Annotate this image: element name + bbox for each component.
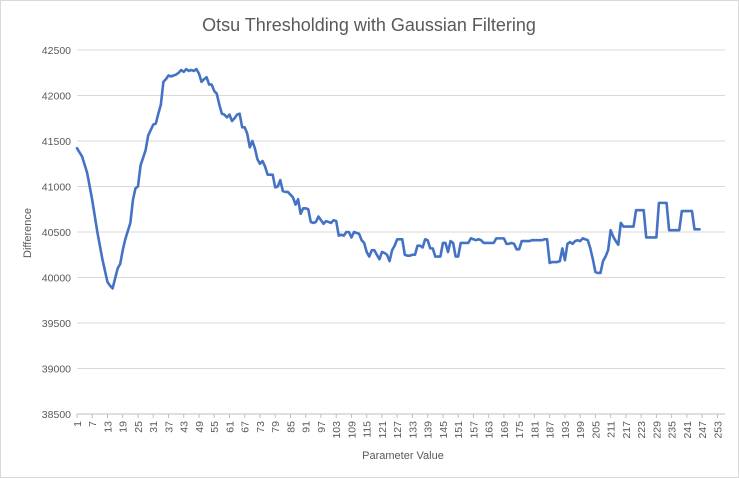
chart-title: Otsu Thresholding with Gaussian Filterin…	[202, 15, 536, 35]
x-tick-label: 7	[87, 421, 99, 427]
x-tick-label: 37	[163, 421, 175, 433]
x-tick-label: 43	[179, 421, 191, 433]
x-tick-label: 175	[514, 421, 526, 439]
x-tick-label: 223	[636, 421, 648, 439]
x-tick-label: 247	[697, 421, 709, 439]
x-tick-label: 25	[133, 421, 145, 433]
x-tick-label: 235	[667, 421, 679, 439]
y-tick-label: 38500	[42, 409, 71, 421]
x-tick-label: 55	[209, 421, 221, 433]
x-tick-label: 193	[560, 421, 572, 439]
y-axis-label: Difference	[22, 208, 34, 258]
x-tick-label: 169	[499, 421, 511, 439]
x-tick-label: 187	[545, 421, 557, 439]
x-tick-label: 241	[682, 421, 694, 439]
y-tick-label: 40500	[42, 227, 71, 239]
x-tick-label: 13	[102, 421, 114, 433]
gridlines	[77, 49, 725, 369]
x-tick-label: 199	[575, 421, 587, 439]
x-tick-label: 49	[194, 421, 206, 433]
x-tick-label: 91	[301, 421, 313, 433]
y-tick-label: 39500	[42, 318, 71, 330]
x-tick-label: 1	[72, 421, 84, 427]
y-tick-label: 41500	[42, 136, 71, 148]
y-axis-ticks: 38500 39000 39500 40000 40500 41000 41500 42000…	[42, 45, 71, 421]
x-tick-label: 127	[392, 421, 404, 439]
x-tick-label: 121	[377, 421, 389, 439]
x-tick-label: 67	[240, 421, 252, 433]
x-tick-label: 85	[285, 421, 297, 433]
y-tick-label: 40000	[42, 273, 71, 285]
x-tick-label: 31	[148, 421, 160, 433]
x-tick-label: 97	[316, 421, 328, 433]
x-tick-label: 79	[270, 421, 282, 433]
x-axis-label: Parameter Value	[362, 450, 444, 462]
x-tick-label: 181	[529, 421, 541, 439]
x-tick-label: 211	[606, 421, 618, 438]
x-tick-label: 73	[255, 421, 267, 433]
x-tick-label: 103	[331, 421, 343, 439]
x-tick-label: 145	[438, 421, 450, 439]
x-tick-label: 157	[468, 421, 480, 439]
x-tick-label: 229	[651, 421, 663, 439]
y-tick-label: 42000	[42, 91, 71, 103]
x-tick-label: 115	[362, 421, 374, 438]
x-tick-label: 61	[224, 421, 236, 433]
x-tick-label: 253	[712, 421, 724, 439]
series-line	[75, 67, 701, 290]
x-tick-label: 19	[118, 421, 130, 433]
y-tick-label: 42500	[42, 45, 71, 57]
x-tick-label: 163	[484, 421, 496, 439]
x-tick-label: 217	[621, 421, 633, 439]
y-tick-label: 39000	[42, 364, 71, 376]
series-group	[75, 67, 701, 290]
y-tick-label: 41000	[42, 182, 71, 194]
x-tick-label: 109	[346, 421, 358, 439]
x-tick-label: 205	[590, 421, 602, 439]
x-tick-label: 133	[407, 421, 419, 439]
x-tick-label: 151	[453, 421, 465, 439]
x-axis-ticks: 1 7 13 19 25 31 37 43 49 55 61 67 73 79 85 91 97 103 109 11…	[72, 414, 724, 439]
x-tick-label: 139	[423, 421, 435, 439]
